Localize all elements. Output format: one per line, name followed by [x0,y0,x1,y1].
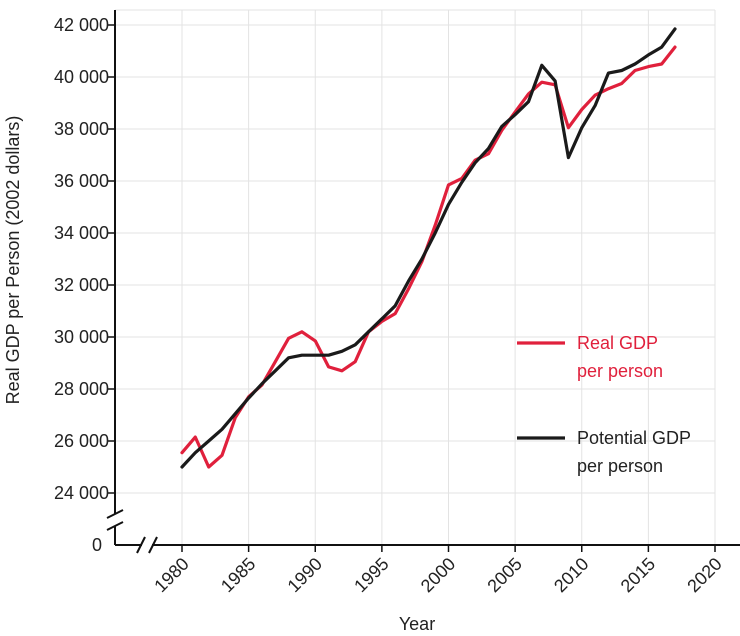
legend-label: Potential GDP [577,428,691,448]
x-axis-title: Year [399,614,435,634]
legend-label: per person [577,456,663,476]
x-tick-label: 1980 [150,554,192,596]
x-axis-break-mark [148,536,158,554]
x-axis-break-mark [136,536,146,554]
x-tick-label: 2010 [550,554,592,596]
series-lines [180,27,677,469]
legend: Real GDP per person Potential GDP per perso… [517,333,691,476]
y-tick-label: 32 000 [54,275,109,295]
x-tick-label: 2020 [683,554,725,596]
y-tick-label: 28 000 [54,379,109,399]
tick-labels: 1980 1985 1990 1995 2000 2005 2010 2015 2020 24 0… [54,15,726,596]
y-axis-title: Real GDP per Person (2002 dollars) [3,116,23,405]
x-tick-label: 1985 [217,554,259,596]
y-tick-label: 38 000 [54,119,109,139]
y-tick-label: 24 000 [54,483,109,503]
series-line-real-gdp [180,45,677,469]
x-tick-label: 2005 [483,554,525,596]
y-tick-label: 42 000 [54,15,109,35]
y-tick-label: 30 000 [54,327,109,347]
grid [115,9,716,545]
series-line-potential-gdp [180,27,677,469]
legend-label: per person [577,361,663,381]
y-tick-label: 36 000 [54,171,109,191]
x-tick-label: 2000 [417,554,459,596]
x-tick-label: 1990 [284,554,326,596]
y-origin-label: 0 [92,535,102,555]
y-tick-label: 26 000 [54,431,109,451]
axes [106,10,740,554]
y-tick-label: 34 000 [54,223,109,243]
x-tick-label: 2015 [617,554,659,596]
legend-label: Real GDP [577,333,658,353]
x-tick-label: 1995 [350,554,392,596]
y-axis-break-mark [106,521,124,531]
y-tick-label: 40 000 [54,67,109,87]
y-axis-break-mark [106,509,124,519]
